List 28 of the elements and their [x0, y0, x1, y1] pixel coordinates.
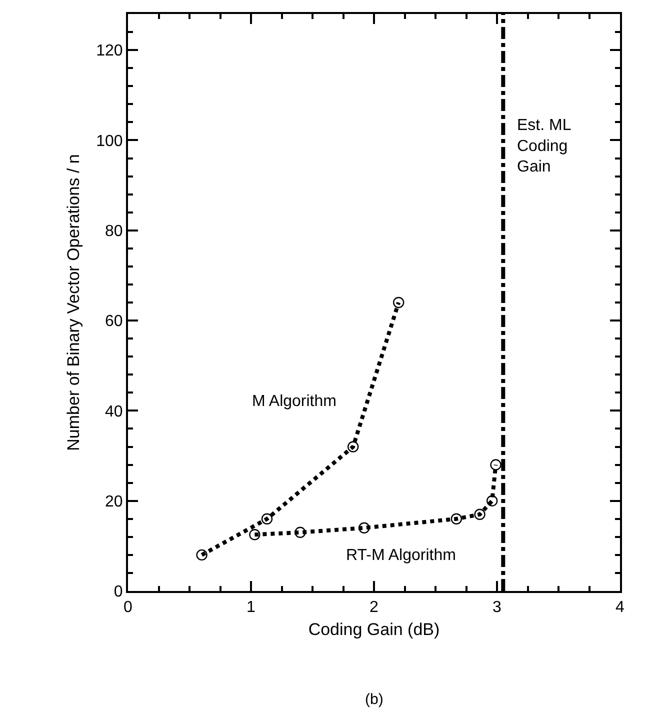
y-axis-title: Number of Binary Vector Operations / n [64, 154, 84, 451]
point [347, 441, 359, 452]
series-label: RT-M Algorithm [346, 547, 456, 564]
text: (b) [365, 691, 384, 708]
series-label: M Algorithm [252, 393, 336, 410]
y-tick-label: 20 [105, 493, 123, 510]
point [490, 459, 502, 470]
point [450, 513, 462, 524]
y-tick-label: 120 [96, 42, 123, 60]
x-tick-label: 2 [370, 599, 379, 616]
y-tick-label: 80 [105, 222, 123, 240]
x-tick-label: 4 [616, 599, 625, 616]
y-tick-label: 0 [114, 584, 123, 601]
point [393, 296, 404, 308]
point [486, 495, 498, 506]
point [261, 513, 273, 524]
y-tick-label: 100 [96, 132, 123, 150]
x-tick-label: 3 [492, 599, 502, 616]
x-axis-title: Coding Gain (dB) [308, 620, 440, 640]
y-tick-label: 40 [105, 403, 123, 420]
point [358, 522, 370, 534]
y-tick-label: 60 [105, 313, 123, 330]
point [196, 549, 208, 561]
point [249, 529, 260, 540]
point [474, 508, 486, 520]
point [294, 526, 306, 538]
ref-line-label: Est. ML Coding Gain [517, 117, 572, 176]
x-tick-label: 1 [246, 599, 256, 616]
